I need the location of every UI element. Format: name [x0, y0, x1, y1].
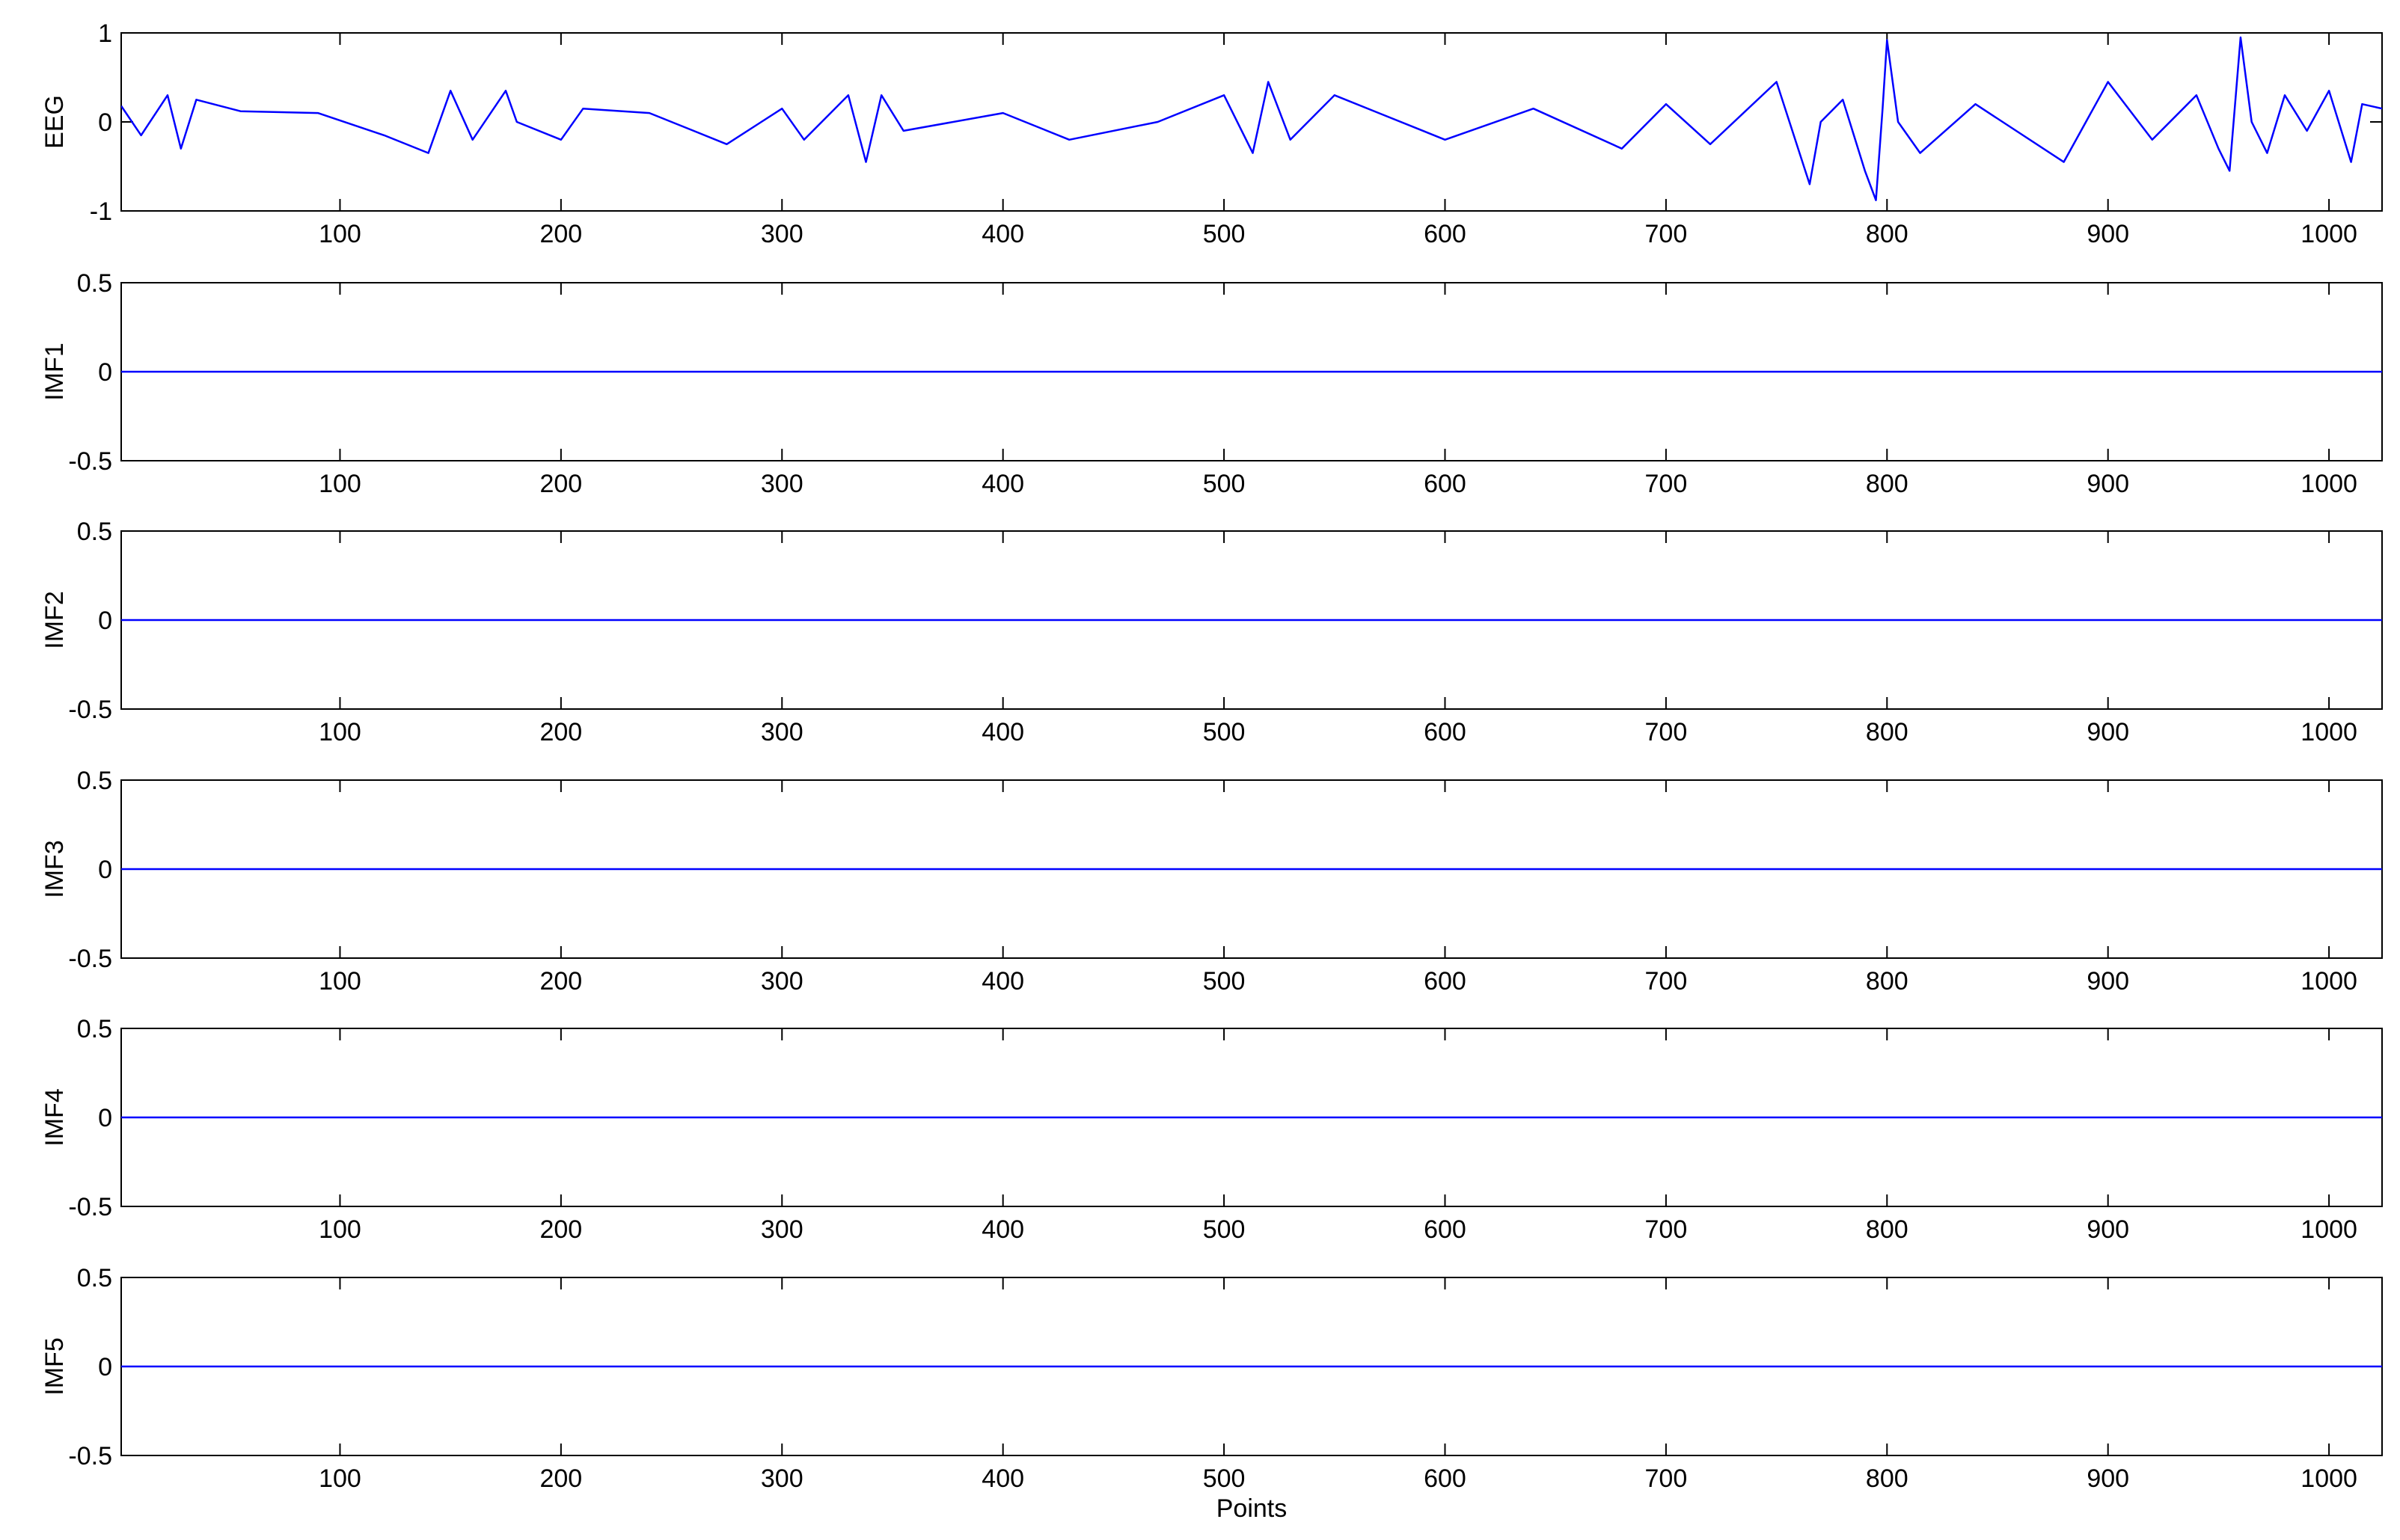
x-tick-label: 300	[761, 967, 803, 996]
y-axis-label: IMF4	[40, 1088, 69, 1146]
x-tick-label: 200	[539, 220, 582, 248]
x-tick-label: 200	[539, 470, 582, 498]
x-tick-label: 500	[1203, 220, 1246, 248]
x-tick-label: 800	[1866, 967, 1908, 996]
x-tick-label: 900	[2087, 718, 2129, 746]
x-tick-label: 100	[319, 220, 361, 248]
series-line-eeg	[121, 36, 2382, 201]
panel-imf3: 100 200 300 400 500 600 700 800 900 1000 -0.5 0 0.5 I…	[40, 767, 2383, 996]
x-tick-label: 500	[1203, 470, 1246, 498]
y-axis-label: IMF2	[40, 591, 69, 648]
y-axis-label: EEG	[40, 95, 69, 149]
x-tick-label: 600	[1424, 470, 1466, 498]
x-tick-label: 400	[982, 1215, 1024, 1244]
x-tick-label: 800	[1866, 470, 1908, 498]
x-tick-label: 800	[1866, 1464, 1908, 1493]
x-tick-label: 500	[1203, 718, 1246, 746]
x-tick-label: 900	[2087, 967, 2129, 996]
x-tick-label: 600	[1424, 1215, 1466, 1244]
x-tick-label: 200	[539, 967, 582, 996]
x-tick-label: 400	[982, 1464, 1024, 1493]
x-tick-label: 500	[1203, 1464, 1246, 1493]
x-tick-label: 700	[1645, 718, 1688, 746]
x-tick-label: 500	[1203, 1215, 1246, 1244]
x-tick-label: 800	[1866, 220, 1908, 248]
y-tick-label: -0.5	[68, 447, 112, 476]
panel-imf1: 100 200 300 400 500 600 700 800 900 1000 -0.5 0 0.5 I…	[40, 269, 2383, 498]
x-tick-label: 200	[539, 718, 582, 746]
y-tick-label: -0.5	[68, 696, 112, 724]
x-tick-label: 1000	[2300, 718, 2357, 746]
panel-imf4: 100 200 300 400 500 600 700 800 900 1000 -0.5 0 0.5 I…	[40, 1015, 2383, 1244]
x-tick-label: 900	[2087, 1215, 2129, 1244]
x-tick-label: 100	[319, 470, 361, 498]
x-tick-label: 800	[1866, 1215, 1908, 1244]
y-tick-label: 0.5	[77, 1015, 112, 1043]
x-tick-label: 300	[761, 220, 803, 248]
x-tick-label: 400	[982, 470, 1024, 498]
y-tick-label: 0.5	[77, 1264, 112, 1292]
y-tick-label: -1	[90, 197, 112, 226]
y-tick-label: -0.5	[68, 1442, 112, 1470]
x-tick-label: 400	[982, 967, 1024, 996]
y-tick-label: 0	[98, 108, 112, 137]
y-tick-label: 0	[98, 856, 112, 884]
x-tick-label: 1000	[2300, 967, 2357, 996]
x-tick-label: 100	[319, 967, 361, 996]
x-tick-label: 300	[761, 1215, 803, 1244]
x-tick-label: 900	[2087, 1464, 2129, 1493]
x-tick-label: 400	[982, 718, 1024, 746]
panel-imf2: 100 200 300 400 500 600 700 800 900 1000 -0.5 0 0.5 I…	[40, 518, 2383, 746]
y-axis-label: IMF1	[40, 343, 69, 400]
x-tick-label: 100	[319, 1464, 361, 1493]
y-tick-label: -0.5	[68, 945, 112, 973]
x-tick-label: 1000	[2300, 470, 2357, 498]
y-tick-label: 0	[98, 1104, 112, 1132]
y-tick-label: 1	[98, 19, 112, 48]
x-tick-label: 1000	[2300, 220, 2357, 248]
y-tick-label: -0.5	[68, 1193, 112, 1221]
x-tick-label: 400	[982, 220, 1024, 248]
panel-imf5: 100 200 300 400 500 600 700 800 900 1000 -0.5 0 0.5 I…	[40, 1264, 2383, 1493]
x-axis-label: Points	[1216, 1494, 1288, 1523]
x-tick-label: 700	[1645, 470, 1688, 498]
x-tick-label: 300	[761, 470, 803, 498]
x-tick-label: 300	[761, 718, 803, 746]
x-tick-label: 600	[1424, 1464, 1466, 1493]
x-tick-label: 100	[319, 1215, 361, 1244]
y-tick-label: 0.5	[77, 767, 112, 795]
x-tick-label: 300	[761, 1464, 803, 1493]
y-axis-label: IMF5	[40, 1337, 69, 1395]
x-tick-label: 200	[539, 1464, 582, 1493]
y-axis-label: IMF3	[40, 840, 69, 898]
x-tick-label: 900	[2087, 470, 2129, 498]
x-tick-label: 500	[1203, 967, 1246, 996]
x-tick-label: 600	[1424, 220, 1466, 248]
x-tick-label: 600	[1424, 718, 1466, 746]
x-tick-label: 900	[2087, 220, 2129, 248]
x-tick-label: 1000	[2300, 1464, 2357, 1493]
x-tick-label: 800	[1866, 718, 1908, 746]
panel-eeg: 100 200 300 400 500 600 700 800 900 1000 -1 0 1 EEG	[40, 19, 2383, 248]
y-tick-label: 0	[98, 1353, 112, 1381]
x-tick-label: 200	[539, 1215, 582, 1244]
x-tick-label: 700	[1645, 967, 1688, 996]
x-tick-label: 600	[1424, 967, 1466, 996]
y-tick-label: 0	[98, 358, 112, 387]
x-tick-label: 700	[1645, 1215, 1688, 1244]
x-tick-label: 1000	[2300, 1215, 2357, 1244]
y-tick-label: 0.5	[77, 269, 112, 298]
y-tick-label: 0.5	[77, 518, 112, 546]
x-tick-label: 700	[1645, 1464, 1688, 1493]
x-tick-label: 100	[319, 718, 361, 746]
x-tick-label: 700	[1645, 220, 1688, 248]
y-tick-label: 0	[98, 607, 112, 635]
